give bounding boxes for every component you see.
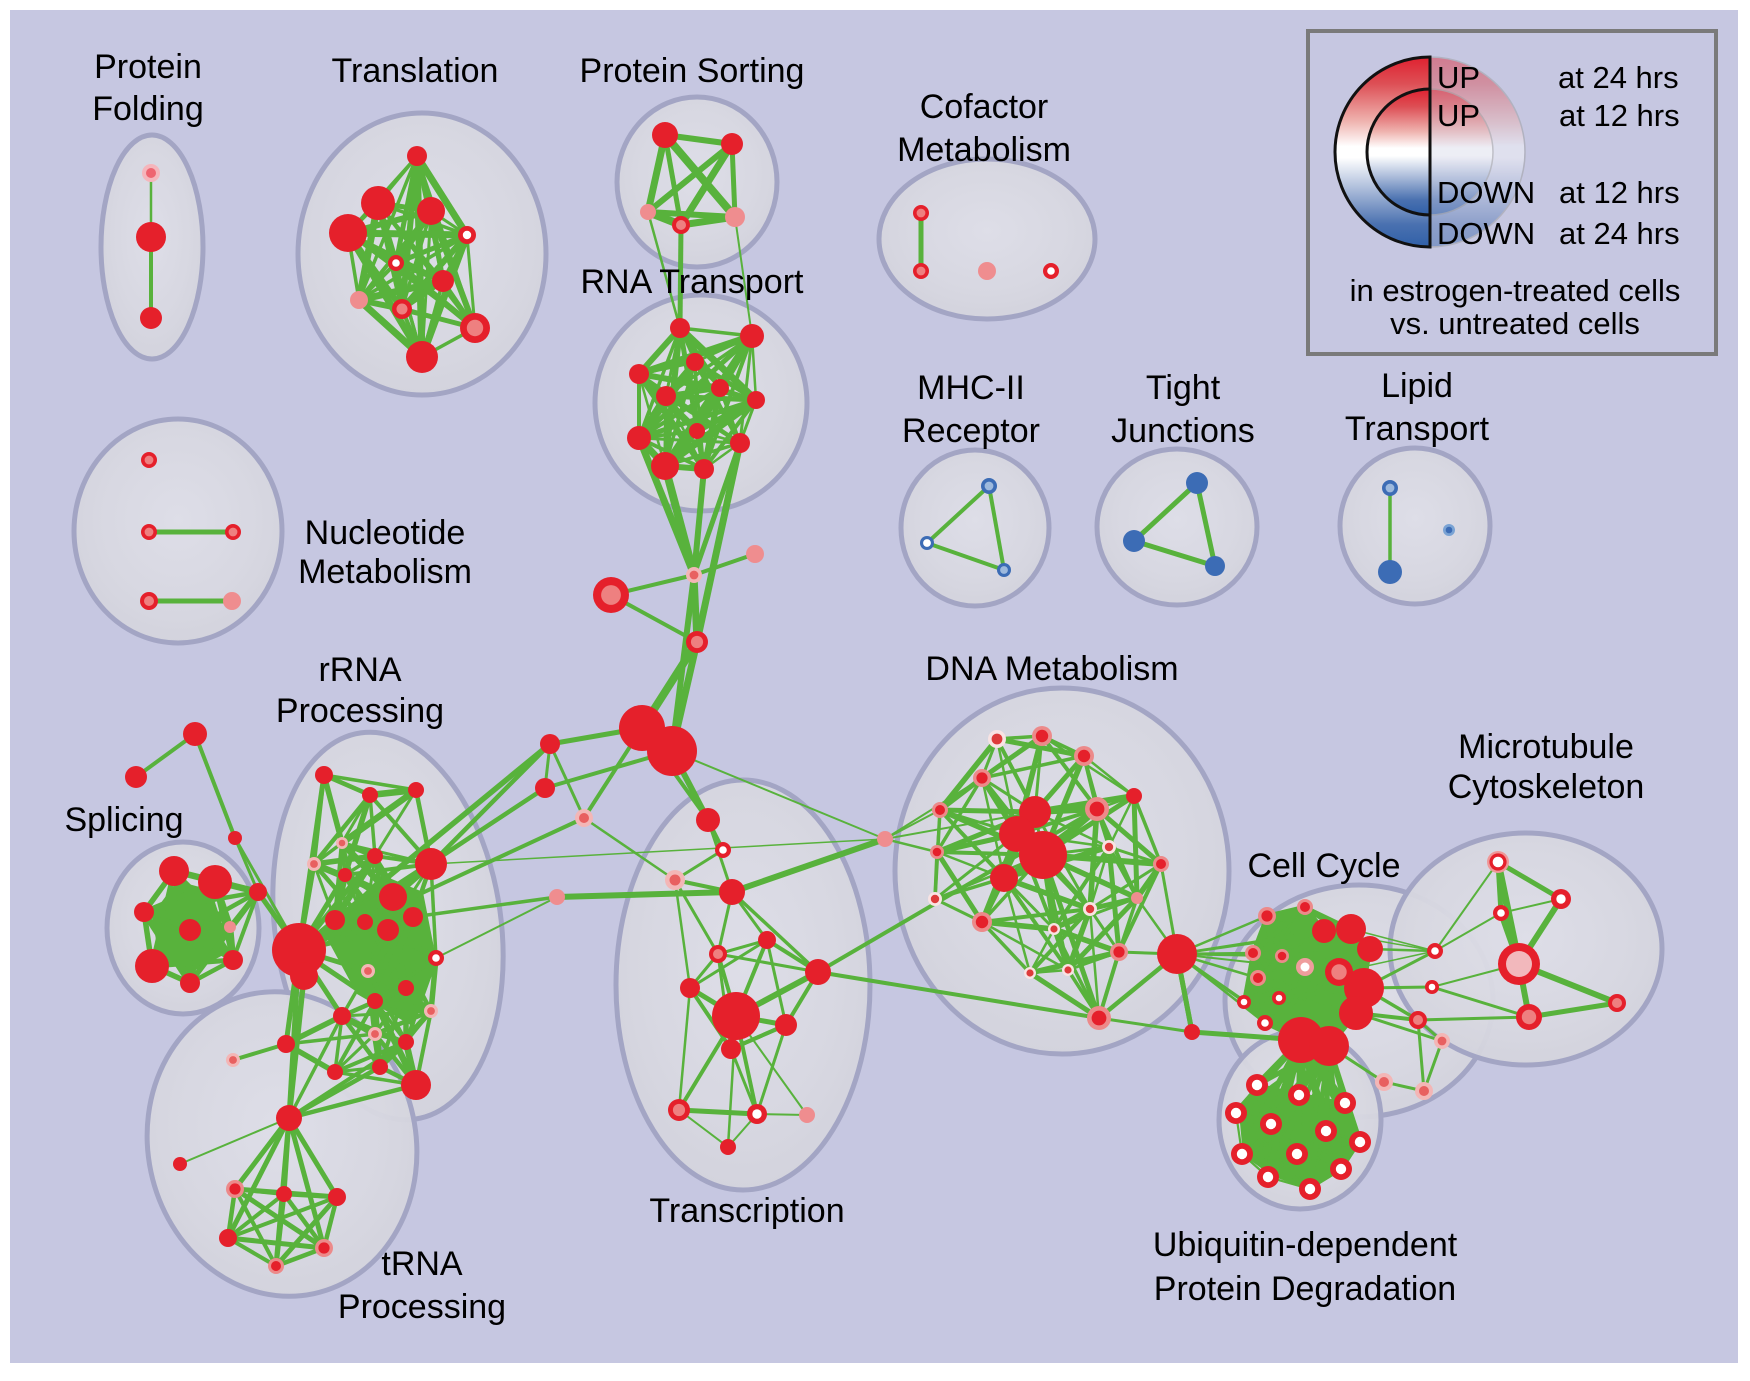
svg-text:Transcription: Transcription <box>649 1192 844 1230</box>
svg-text:Junctions: Junctions <box>1111 412 1255 450</box>
svg-text:Protein Sorting: Protein Sorting <box>580 52 805 90</box>
svg-text:Cytoskeleton: Cytoskeleton <box>1448 768 1645 806</box>
svg-text:Metabolism: Metabolism <box>298 553 472 591</box>
svg-text:Lipid: Lipid <box>1381 367 1453 405</box>
svg-text:Nucleotide: Nucleotide <box>305 514 466 552</box>
svg-text:at 24 hrs: at 24 hrs <box>1559 216 1680 251</box>
svg-text:Protein: Protein <box>94 48 202 86</box>
svg-text:Processing: Processing <box>338 1288 506 1326</box>
svg-text:at 12 hrs: at 12 hrs <box>1559 175 1680 210</box>
svg-text:Splicing: Splicing <box>64 801 183 839</box>
svg-text:Translation: Translation <box>332 52 499 90</box>
svg-text:rRNA: rRNA <box>318 651 401 689</box>
svg-text:Microtubule: Microtubule <box>1458 728 1634 766</box>
svg-text:Tight: Tight <box>1146 369 1221 407</box>
svg-text:Receptor: Receptor <box>902 412 1040 450</box>
svg-text:MHC-II: MHC-II <box>917 369 1025 407</box>
svg-text:in estrogen-treated cells: in estrogen-treated cells <box>1350 273 1681 308</box>
svg-text:Metabolism: Metabolism <box>897 131 1071 169</box>
svg-text:vs. untreated cells: vs. untreated cells <box>1390 306 1640 341</box>
svg-text:Folding: Folding <box>92 90 204 128</box>
svg-text:at 12 hrs: at 12 hrs <box>1559 98 1680 133</box>
svg-text:Processing: Processing <box>276 692 444 730</box>
svg-text:RNA Transport: RNA Transport <box>581 263 805 301</box>
svg-text:Cell Cycle: Cell Cycle <box>1247 847 1400 885</box>
svg-text:Protein Degradation: Protein Degradation <box>1154 1270 1456 1308</box>
svg-text:DOWN: DOWN <box>1437 216 1535 251</box>
svg-text:UP: UP <box>1437 60 1480 95</box>
svg-text:DNA Metabolism: DNA Metabolism <box>925 650 1178 688</box>
svg-text:tRNA: tRNA <box>381 1245 463 1283</box>
svg-text:Ubiquitin-dependent: Ubiquitin-dependent <box>1153 1226 1458 1264</box>
svg-text:UP: UP <box>1437 98 1480 133</box>
svg-text:Cofactor: Cofactor <box>920 88 1049 126</box>
svg-text:at 24 hrs: at 24 hrs <box>1558 60 1679 95</box>
svg-text:DOWN: DOWN <box>1437 175 1535 210</box>
svg-text:Transport: Transport <box>1345 410 1490 448</box>
